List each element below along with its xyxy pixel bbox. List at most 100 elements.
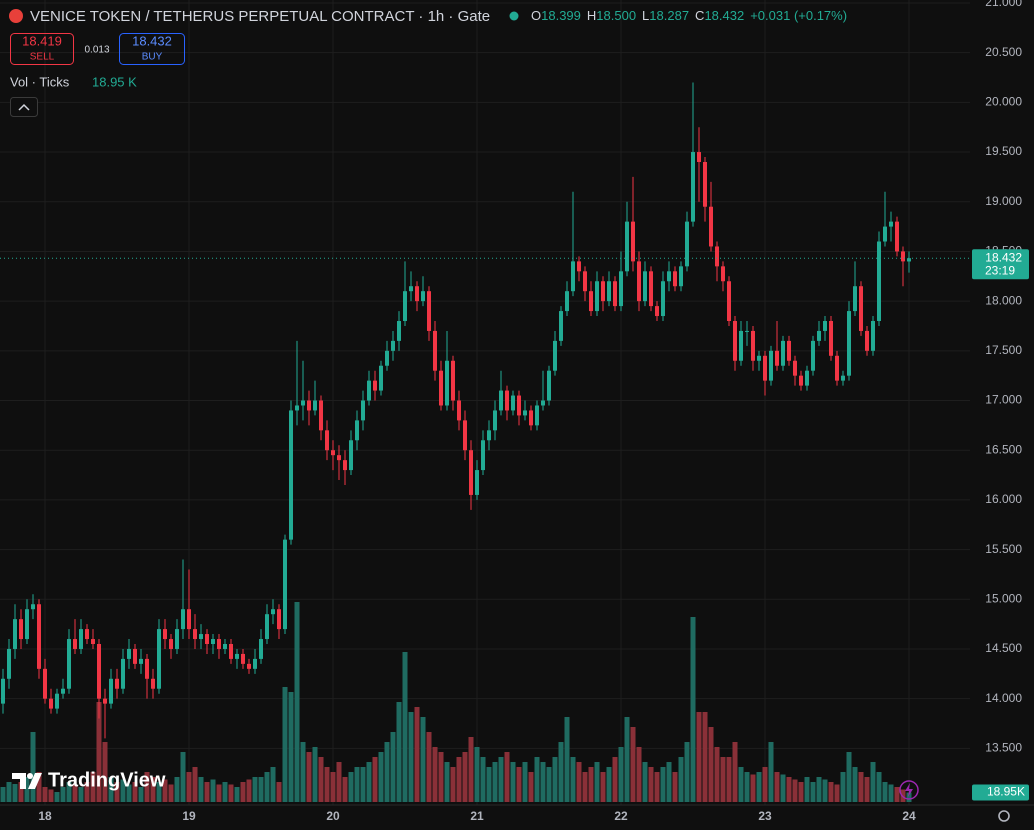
volume-bar [114,782,120,802]
candle-body [379,365,383,391]
candle-body [499,390,503,411]
y-tick-label: 15.500 [985,542,1022,556]
candle-body [571,261,575,292]
volume-bar [366,762,372,802]
candle-body [223,644,227,649]
y-tick-label: 20.500 [985,45,1022,59]
settings-button[interactable] [998,810,1010,822]
x-tick-label: 22 [614,809,628,823]
volume-bar [420,717,426,802]
volume-bar [882,782,888,802]
volume-bar [390,732,396,802]
candle-body [235,653,239,659]
candle-body [283,539,287,630]
volume-bar [768,742,774,802]
volume-bar [276,782,282,802]
volume-bar [138,787,144,802]
candle-body [673,271,677,287]
candle-body [853,286,857,312]
candle-body [361,400,365,421]
candle-body [907,258,911,262]
candle-body [583,271,587,292]
volume-bar [510,762,516,802]
volume-bar [492,762,498,802]
sell-label: SELL [30,52,55,63]
change: +0.031 (+0.17%) [750,8,847,23]
candle-body [739,330,743,361]
alert-button[interactable] [899,780,919,800]
buy-button[interactable] [119,33,185,65]
x-tick-label: 18 [38,809,52,823]
volume-bar [294,602,300,802]
y-tick-label: 19.500 [985,144,1022,158]
candle-body [157,629,161,689]
candle-body [349,440,353,471]
candle-body [535,405,539,426]
candle-body [589,291,593,312]
candle-body [25,609,29,640]
candle-body [637,261,641,302]
candle-body [205,634,209,644]
volume-bar [72,784,78,802]
y-tick-label: 17.000 [985,393,1022,407]
candle-body [487,430,491,441]
volume-bar [168,784,174,802]
y-tick-label: 21.000 [985,0,1022,9]
symbol-title[interactable]: VENICE TOKEN / TETHERUS PERPETUAL CONTRA… [30,8,490,25]
volume-bar [780,774,786,802]
volume-bar [744,772,750,802]
volume-bar [150,777,156,802]
volume-bar [888,784,894,802]
volume-bar [456,757,462,802]
volume-bar [54,792,60,802]
candle-body [469,450,473,495]
volume-bar [216,784,222,802]
volume-legend[interactable]: Vol · Ticks [10,74,70,89]
candle-body [493,410,497,431]
candle-body [103,698,107,704]
candle-body [163,629,167,640]
last-price-label: 18.432 [985,250,1022,264]
volume-bar [78,787,84,802]
volume-pane [0,602,912,802]
volume-bar [84,782,90,802]
ohlc-value: 18.432 [704,8,744,23]
candle-body [313,400,317,411]
symbol-icon[interactable] [9,9,23,23]
y-tick-label: 16.500 [985,442,1022,456]
volume-bar [252,777,258,802]
sell-button[interactable] [10,33,74,65]
ohlc-value: 18.399 [541,8,581,23]
candle-body [295,405,299,411]
volume-bar [684,742,690,802]
candle-body [43,668,47,699]
candle-body [133,648,137,664]
candle-body [127,648,131,659]
market-status [509,11,519,21]
candle-body [781,340,785,366]
volume-bar [840,772,846,802]
candle-body [649,271,653,307]
candle-body [31,604,35,610]
collapse-button[interactable] [10,97,38,117]
volume-bar [372,757,378,802]
candle-body [829,321,833,356]
volume-bar [126,784,132,802]
candle-body [55,693,59,709]
volume-bar [720,757,726,802]
logo-text: TradingView [48,769,166,791]
volume-bar [270,767,276,802]
volume-bar [408,712,414,802]
candle-body [613,281,617,307]
volume-bar [450,767,456,802]
volume-bar [762,767,768,802]
volume-bar [426,732,432,802]
candle-body [241,653,245,664]
candle-body [463,420,467,451]
volume-bar [864,777,870,802]
candle-body [67,639,71,689]
candle-body [511,395,515,411]
volume-bar [642,762,648,802]
candle-body [403,291,407,322]
